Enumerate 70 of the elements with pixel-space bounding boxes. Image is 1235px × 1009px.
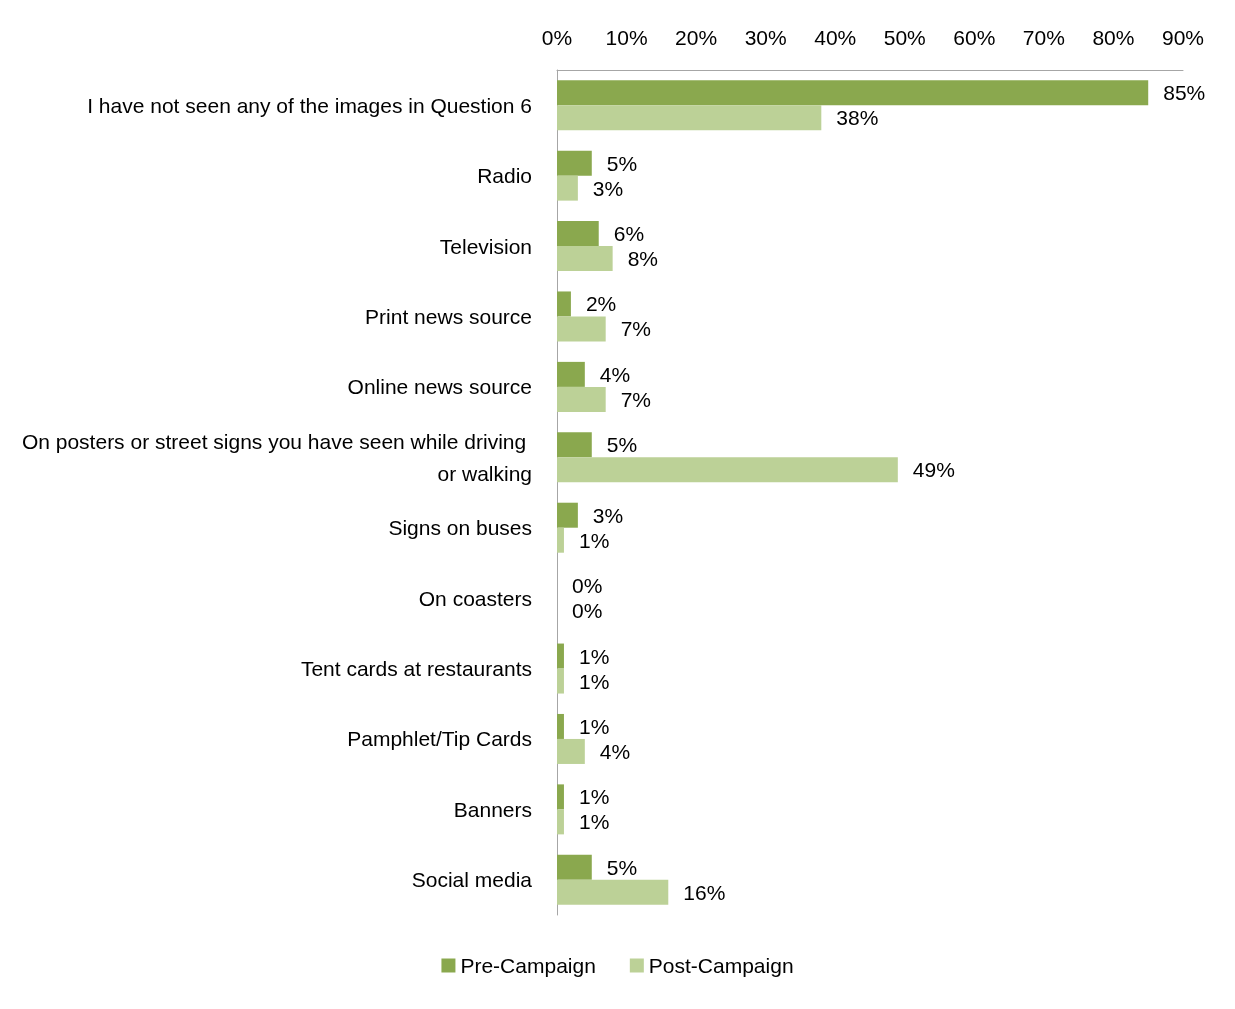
bar [557, 784, 564, 810]
bar [557, 527, 564, 553]
y-tick-label: On posters or street signs you have seen while driving or walking [21, 429, 532, 485]
bar [557, 105, 822, 131]
data-label: 49% [912, 458, 955, 482]
x-tick-label: 0% [541, 26, 573, 49]
y-tick-label: Tent cards at restaurants [300, 657, 532, 681]
data-label: 6% [613, 222, 645, 246]
x-tick-label: 20% [675, 26, 718, 49]
data-label: 4% [599, 362, 631, 386]
data-label: 5% [606, 151, 638, 175]
data-label: 16% [683, 880, 726, 904]
x-tick-label: 90% [1161, 26, 1205, 49]
data-label: 3% [592, 176, 624, 200]
bar [557, 150, 592, 176]
x-tick-label: 80% [1092, 26, 1135, 49]
data-label: 1% [578, 528, 610, 552]
data-label: 1% [578, 714, 610, 738]
bar [557, 713, 564, 739]
y-tick-label: Social media [411, 868, 533, 892]
x-tick-label: 60% [953, 26, 996, 49]
x-tick-label: 30% [744, 26, 787, 49]
y-tick-label: Television [439, 234, 532, 258]
data-label: 0% [572, 574, 603, 598]
legend-label: Post-Campaign [648, 954, 794, 977]
y-tick-label: Signs on buses [388, 516, 532, 540]
data-label: 0% [572, 599, 603, 623]
bar [557, 432, 592, 458]
data-label: 5% [606, 433, 638, 457]
bar [557, 291, 571, 317]
bar [557, 361, 585, 387]
bar [557, 854, 592, 880]
data-label: 8% [627, 247, 658, 271]
bar [557, 809, 564, 835]
y-tick-label: Online news source [347, 375, 532, 399]
y-tick-label: On coasters [418, 586, 532, 610]
data-label: 7% [620, 317, 652, 341]
data-label: 7% [620, 387, 652, 411]
data-label: 1% [578, 785, 610, 809]
y-tick-label: Banners [453, 797, 532, 821]
bar [557, 386, 606, 412]
y-tick-label: Pamphlet/Tip Cards [347, 727, 532, 751]
data-label: 85% [1163, 81, 1206, 105]
data-label: 1% [578, 644, 610, 668]
data-label: 1% [578, 669, 610, 693]
bar [557, 502, 578, 528]
data-label: 5% [606, 855, 638, 879]
y-tick-label: Print news source [365, 304, 532, 328]
x-tick-label: 50% [883, 26, 926, 49]
legend-label: Pre-Campaign [460, 954, 596, 977]
bar [557, 879, 669, 905]
bar [557, 643, 564, 669]
bar [557, 457, 898, 483]
x-tick-label: 40% [814, 26, 857, 49]
x-tick-label: 70% [1022, 26, 1065, 49]
bar [557, 668, 564, 694]
data-label: 1% [578, 810, 610, 834]
y-tick-label: Radio [477, 164, 532, 188]
bar [557, 738, 585, 764]
data-label: 4% [599, 739, 631, 763]
data-label: 38% [836, 106, 879, 130]
bar [557, 316, 606, 342]
bar [557, 80, 1149, 106]
y-tick-label: I have not seen any of the images in Question 6 [87, 93, 532, 117]
bar [557, 221, 599, 247]
x-tick-label: 10% [605, 26, 648, 49]
data-label: 2% [585, 292, 617, 316]
bar [557, 246, 613, 272]
bar [557, 175, 578, 201]
data-label: 3% [592, 503, 624, 527]
